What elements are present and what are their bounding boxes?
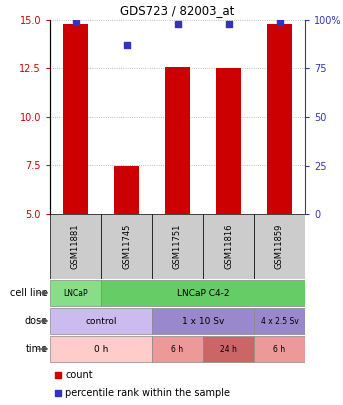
Bar	[50, 308, 152, 334]
Bar	[203, 337, 254, 362]
Text: dose: dose	[24, 316, 47, 326]
Bar	[101, 214, 152, 279]
Title: GDS723 / 82003_at: GDS723 / 82003_at	[120, 4, 235, 17]
Text: count: count	[65, 370, 93, 380]
Bar	[152, 214, 203, 279]
Text: GSM11745: GSM11745	[122, 224, 131, 269]
Point	[277, 19, 282, 25]
Text: 6 h: 6 h	[273, 345, 286, 354]
Text: time: time	[25, 344, 47, 354]
Bar	[254, 214, 305, 279]
Bar	[63, 24, 88, 214]
Bar	[114, 166, 139, 214]
Bar	[267, 24, 292, 214]
Bar	[216, 68, 241, 214]
Point	[124, 42, 129, 49]
Text: GSM11751: GSM11751	[173, 224, 182, 269]
Text: 0 h: 0 h	[94, 345, 108, 354]
Bar	[101, 280, 305, 306]
Bar	[254, 337, 305, 362]
Bar	[203, 214, 254, 279]
Point	[226, 21, 231, 27]
Bar	[152, 308, 254, 334]
Point	[175, 21, 180, 27]
Bar	[50, 280, 101, 306]
Text: GSM11881: GSM11881	[71, 224, 80, 269]
Point	[73, 19, 78, 25]
Bar	[152, 337, 203, 362]
Text: GSM11859: GSM11859	[275, 224, 284, 269]
Point	[55, 371, 60, 378]
Text: LNCaP: LNCaP	[63, 288, 88, 298]
Text: 1 x 10 Sv: 1 x 10 Sv	[182, 316, 224, 326]
Bar	[254, 308, 305, 334]
Bar	[50, 337, 152, 362]
Text: percentile rank within the sample: percentile rank within the sample	[65, 388, 230, 398]
Text: LNCaP C4-2: LNCaP C4-2	[177, 288, 229, 298]
Point	[55, 390, 60, 396]
Text: control: control	[85, 316, 117, 326]
Bar	[50, 214, 101, 279]
Bar	[165, 66, 190, 214]
Text: 24 h: 24 h	[220, 345, 237, 354]
Text: 4 x 2.5 Sv: 4 x 2.5 Sv	[261, 316, 298, 326]
Text: GSM11816: GSM11816	[224, 224, 233, 269]
Text: 6 h: 6 h	[172, 345, 184, 354]
Text: cell line: cell line	[10, 288, 47, 298]
